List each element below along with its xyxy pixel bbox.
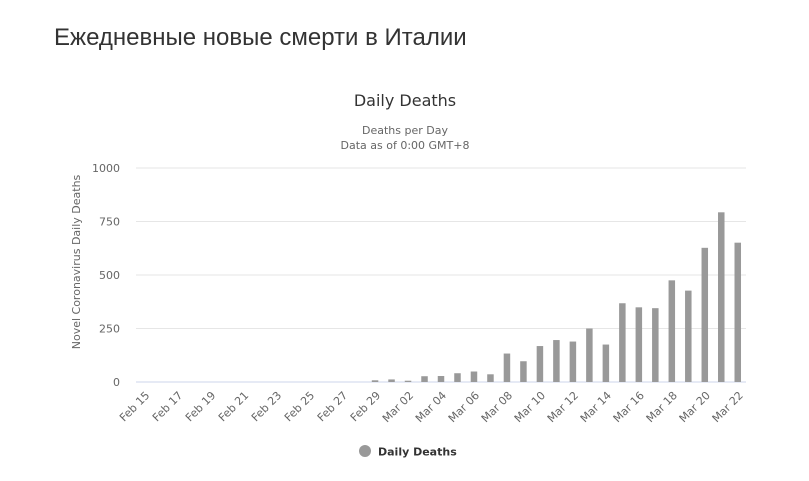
bar[interactable] <box>388 379 395 382</box>
grid-lines <box>136 167 746 383</box>
x-tick-label: Mar 16 <box>611 389 647 425</box>
x-tick-label: Mar 02 <box>380 389 416 425</box>
bar[interactable] <box>569 341 577 382</box>
chart-subtitle-line-1: Deaths per Day <box>362 124 448 137</box>
bar[interactable] <box>734 242 742 382</box>
y-axis-ticks: 0 250 500 750 1000 <box>92 162 120 389</box>
x-tick-label: Feb 27 <box>315 389 350 424</box>
x-tick-label: Feb 25 <box>282 389 317 424</box>
bar[interactable] <box>668 280 676 382</box>
x-tick-label: Mar 20 <box>677 389 713 425</box>
chart-subtitle-line-2: Data as of 0:00 GMT+8 <box>341 139 470 152</box>
x-tick-label: Mar 14 <box>578 389 614 425</box>
bar[interactable] <box>404 380 412 382</box>
bar[interactable] <box>454 373 461 382</box>
bar[interactable] <box>652 308 659 382</box>
bars <box>371 212 742 383</box>
x-tick-label: Mar 10 <box>512 389 548 425</box>
bar[interactable] <box>470 371 478 382</box>
y-tick-label: 0 <box>113 376 120 389</box>
x-tick-label: Mar 04 <box>413 389 449 425</box>
bar[interactable] <box>635 307 643 382</box>
x-tick-label: Feb 21 <box>216 389 251 424</box>
x-tick-label: Mar 06 <box>446 389 482 425</box>
bar[interactable] <box>701 247 709 382</box>
y-axis-title: Novel Coronavirus Daily Deaths <box>70 174 83 349</box>
x-tick-label: Feb 17 <box>150 389 185 424</box>
x-tick-label: Feb 19 <box>183 389 218 424</box>
x-tick-label: Feb 29 <box>348 389 383 424</box>
x-tick-label: Mar 08 <box>479 389 515 425</box>
legend-marker <box>359 445 371 457</box>
legend[interactable]: Daily Deaths <box>359 445 457 459</box>
legend-label[interactable]: Daily Deaths <box>378 446 457 459</box>
y-tick-label: 750 <box>99 216 120 229</box>
x-tick-label: Feb 15 <box>117 389 152 424</box>
bar[interactable] <box>520 361 527 382</box>
y-tick-label: 500 <box>99 269 120 282</box>
bar[interactable] <box>586 328 593 383</box>
x-tick-label: Mar 22 <box>710 389 746 425</box>
bar[interactable] <box>553 340 560 382</box>
bar[interactable] <box>421 376 428 382</box>
bar[interactable] <box>437 376 445 382</box>
x-tick-label: Feb 23 <box>249 389 284 424</box>
bar[interactable] <box>371 380 379 382</box>
page-heading: Ежедневные новые смерти в Италии <box>54 24 467 51</box>
bar[interactable] <box>602 344 610 382</box>
x-tick-label: Mar 18 <box>644 389 680 425</box>
y-tick-label: 250 <box>99 323 120 336</box>
bar[interactable] <box>718 212 725 382</box>
bar[interactable] <box>487 374 494 382</box>
bar[interactable] <box>536 346 544 382</box>
y-tick-label: 1000 <box>92 162 120 175</box>
chart-title: Daily Deaths <box>354 91 456 110</box>
x-tick-label: Mar 12 <box>545 389 581 425</box>
bar[interactable] <box>503 353 511 382</box>
bar[interactable] <box>685 290 692 382</box>
bar[interactable] <box>619 303 626 382</box>
